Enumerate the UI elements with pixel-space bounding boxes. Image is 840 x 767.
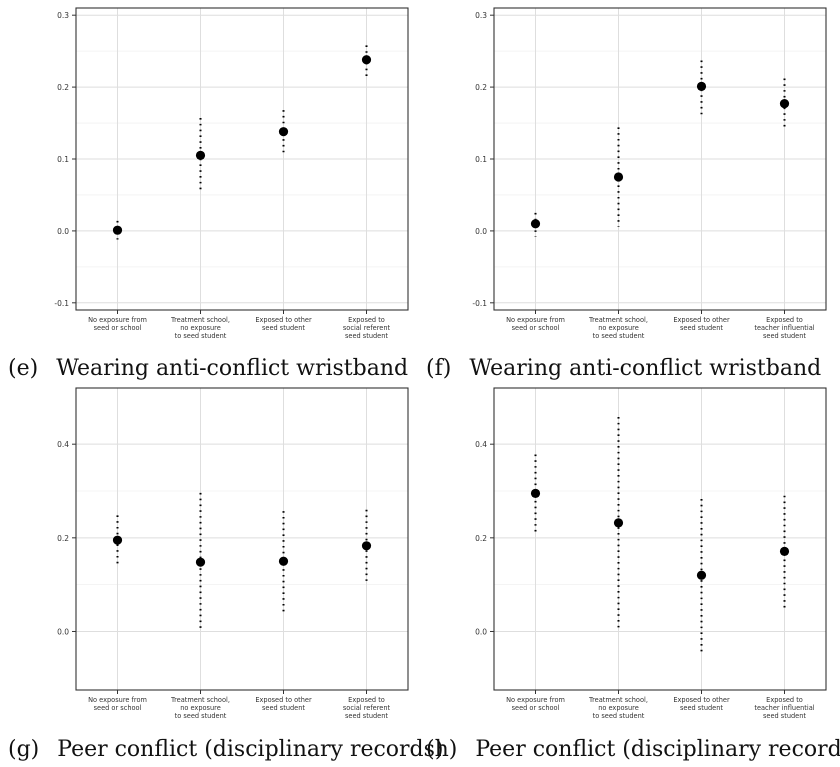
x-tick-label: Exposed to social referent seed student [343,696,391,720]
x-tick-label: Exposed to social referent seed student [343,316,391,340]
y-tick-label: -0.1 [472,299,487,308]
caption-f: (f) Wearing anti-conflict wristband [426,356,821,381]
panel-label-g: (g) [8,737,40,762]
y-tick-label: 0.1 [475,155,487,164]
y-tick-label: 0.1 [57,155,69,164]
caption-g: (g) Peer conflict (disciplinary records) [8,737,444,762]
y-tick-label: 0.2 [57,83,69,92]
caption-e: (e) Wearing anti-conflict wristband [8,356,408,381]
point-estimate-g-1 [112,535,123,545]
y-tick-label: 0.4 [57,440,69,449]
y-tick-label: 0.3 [57,11,69,20]
point-estimate-e-2 [195,150,206,161]
plot-panel-g: 0.0 0.2 0.4 No exposure from seed or school T… [57,387,409,720]
point-estimate-f-2 [613,172,624,182]
point-estimate-g-3 [278,556,289,566]
point-estimate-e-1 [112,225,123,235]
caption-h: (h) Peer conflict (disciplinary records) [426,737,840,762]
y-tick-label: 0.3 [475,11,487,20]
y-tick-label: 0.0 [475,627,487,636]
point-estimate-f-4 [779,99,790,109]
point-estimate-f-1 [530,219,541,229]
y-tick-label: 0.0 [57,627,69,636]
x-tick-label: No exposure from seed or school [506,316,565,332]
x-tick-label: Treatment school, no exposure to seed stud… [588,316,648,340]
x-tick-label: No exposure from seed or school [506,696,565,712]
y-tick-label: 0.0 [57,227,69,236]
plot-panel-e: -0.1 0.0 0.1 0.2 0.3 No exposure from seed or … [54,7,409,340]
x-tick-label: Exposed to other seed student [255,316,312,332]
x-tick-label: Exposed to other seed student [673,696,730,712]
y-tick-label: 0.4 [475,440,487,449]
y-tick-label: 0.2 [57,534,69,543]
caption-text-f: Wearing anti-conflict wristband [469,356,822,381]
point-estimate-g-4 [361,541,372,551]
point-estimate-e-4 [361,55,372,65]
x-tick-label: Exposed to teacher influential seed studen… [754,316,814,340]
x-tick-label: Treatment school, no exposure to seed stud… [588,696,648,720]
plot-border [75,387,409,691]
point-estimate-e-3 [278,127,289,137]
point-estimate-h-4 [779,546,790,557]
x-tick-label: No exposure from seed or school [88,696,147,712]
y-tick-label: 0.2 [475,83,487,92]
y-tick-label: 0.0 [475,227,487,236]
x-tick-label: Exposed to other seed student [255,696,312,712]
plot-border [493,387,827,691]
panel-label-e: (e) [8,356,39,381]
point-estimate-h-2 [613,518,624,528]
point-estimate-g-2 [195,557,206,567]
x-tick-label: Exposed to teacher influential seed studen… [754,696,814,720]
x-tick-label: Treatment school, no exposure to seed stud… [170,316,230,340]
caption-text-e: Wearing anti-conflict wristband [56,356,409,381]
plot-border [75,7,409,311]
point-estimate-f-3 [696,81,707,91]
plot-panel-h: 0.0 0.2 0.4 No exposure from seed or school T… [475,387,827,720]
x-tick-label: Exposed to other seed student [673,316,730,332]
point-estimate-h-3 [696,570,707,580]
caption-text-g: Peer conflict (disciplinary records) [57,737,444,762]
plot-border [493,7,827,311]
panel-label-h: (h) [426,737,458,762]
panel-label-f: (f) [426,356,452,381]
plot-panel-f: -0.1 0.0 0.1 0.2 0.3 No exposure from seed or … [472,7,827,340]
point-estimate-h-1 [530,488,541,498]
y-tick-label: 0.2 [475,534,487,543]
x-tick-label: Treatment school, no exposure to seed stud… [170,696,230,720]
x-tick-label: No exposure from seed or school [88,316,147,332]
y-tick-label: -0.1 [54,299,69,308]
caption-text-h: Peer conflict (disciplinary records) [475,737,840,762]
